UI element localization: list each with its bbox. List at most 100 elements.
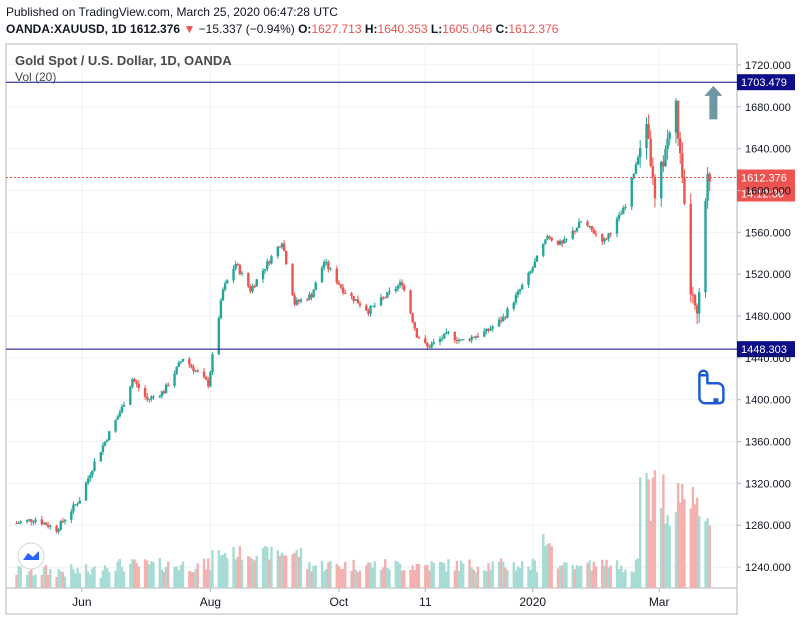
candle-body <box>417 337 421 339</box>
candle-body <box>297 299 301 302</box>
volume-bar <box>497 561 501 588</box>
volume-bar <box>483 570 486 588</box>
published-line: Published on TradingView.com, March 25, … <box>6 5 338 19</box>
y-tick-label: 1360.000 <box>745 437 791 449</box>
volume-bar <box>42 567 46 588</box>
candle-body <box>99 451 103 462</box>
candle-body <box>325 261 328 263</box>
candle-body <box>697 292 701 314</box>
candle-body <box>19 521 22 524</box>
candle-body <box>118 412 121 417</box>
volume-bar <box>148 564 151 588</box>
candle-body <box>46 525 50 527</box>
y-tick-label: 1320.000 <box>745 478 791 490</box>
volume-bar <box>59 571 62 588</box>
candle-body <box>234 264 237 269</box>
candle-body <box>520 284 524 290</box>
volume-bar <box>70 564 73 588</box>
candle-body <box>57 529 60 532</box>
volume-bar <box>188 570 191 588</box>
candle-body <box>114 419 117 432</box>
candle-body <box>579 221 583 223</box>
candle-body <box>424 338 427 343</box>
candle-body <box>683 177 686 204</box>
volume-bar <box>78 573 81 588</box>
volume-label: Vol (20) <box>15 70 57 84</box>
candle-body <box>634 164 638 174</box>
current-price-label: 1612.376 <box>741 173 787 185</box>
volume-bar <box>499 558 503 588</box>
volume-bar <box>573 569 577 588</box>
price-axis: 1240.000 1280.000 1320.000 1360.000 1400.000… <box>737 60 791 574</box>
volume-bar <box>325 569 328 588</box>
volume-bar <box>605 559 608 588</box>
candle-body <box>681 153 684 178</box>
volume-bar <box>653 470 657 588</box>
volume-bar <box>266 547 269 588</box>
volume-bar <box>491 561 494 588</box>
candle-body <box>129 386 132 405</box>
volume-bar <box>615 560 619 588</box>
candle-body <box>293 295 296 305</box>
volume-bar <box>27 571 31 588</box>
volume-bar <box>624 569 627 588</box>
candle-body <box>78 500 81 504</box>
volume-bar <box>440 562 444 588</box>
candle-body <box>660 161 663 199</box>
volume-bar <box>535 572 539 588</box>
volume-bar <box>356 572 360 588</box>
volume-bar <box>179 565 183 588</box>
volume-bar <box>617 569 621 588</box>
candle-body <box>40 519 44 525</box>
volume-bar <box>489 569 492 588</box>
candle-body <box>430 343 433 348</box>
candle-body <box>400 282 404 286</box>
candle-body <box>594 233 598 235</box>
candle-body <box>622 207 625 214</box>
candle-body <box>679 138 682 154</box>
candle-body <box>565 238 568 240</box>
volume-bar <box>354 569 357 588</box>
volume-bar <box>668 525 671 588</box>
candle-body <box>133 379 136 382</box>
candle-body <box>636 157 640 165</box>
candle-body <box>664 149 667 167</box>
candle-body <box>263 268 267 271</box>
volume-bar <box>681 483 684 588</box>
candle-body <box>255 279 258 287</box>
volume-bar <box>556 568 560 588</box>
volume-bar <box>609 565 612 588</box>
volume-bar <box>236 556 239 588</box>
y-tick-label: 1520.000 <box>745 269 791 281</box>
candle-body <box>135 381 138 384</box>
candles <box>15 97 711 535</box>
volume-bar <box>211 550 214 588</box>
candle-body <box>586 221 589 227</box>
candle-body <box>708 173 711 182</box>
volume-bar <box>249 557 252 588</box>
volume-bar <box>352 559 355 588</box>
high-value: 1640.353 <box>377 22 428 36</box>
volume-bar <box>177 570 180 588</box>
candle-body <box>373 305 376 307</box>
ohlc-line: OANDA:XAUUSD, 1D 1612.376 ▼ −15.337 (−0.… <box>6 22 558 36</box>
volume-bar <box>533 560 537 588</box>
volume-bar <box>162 572 166 588</box>
candle-body <box>533 261 537 268</box>
volume-bar <box>120 567 124 588</box>
candle-body <box>470 336 473 341</box>
candle-body <box>249 286 252 292</box>
volume-bar <box>25 575 29 588</box>
candle-body <box>558 240 562 245</box>
candle-body <box>30 519 33 522</box>
candle-body <box>350 293 353 296</box>
candle-body <box>440 338 444 340</box>
volume-bar <box>468 559 471 588</box>
volume-bar <box>666 515 669 588</box>
volume-bar <box>588 560 591 588</box>
volume-bar <box>575 565 579 588</box>
volume-bar <box>632 572 636 588</box>
volume-bar <box>373 561 376 588</box>
symbol-label: OANDA:XAUUSD, 1D <box>6 22 127 36</box>
